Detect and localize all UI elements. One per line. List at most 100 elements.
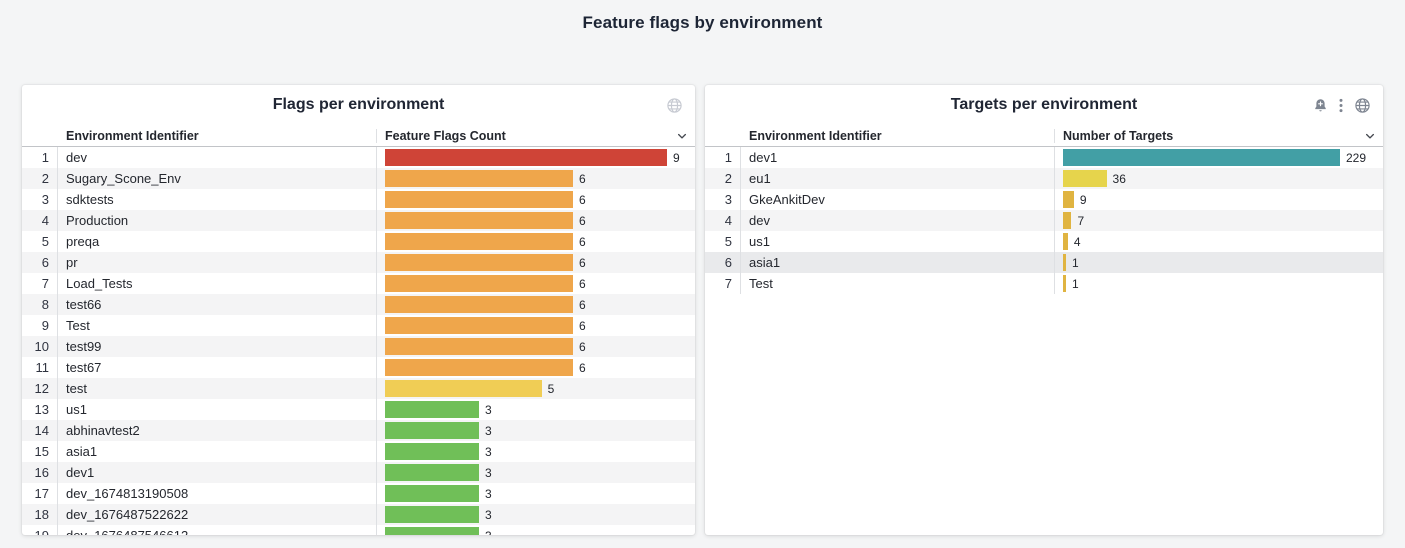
gauge-value: 6 [579, 339, 586, 354]
gauge-cell: 7 [1055, 210, 1383, 231]
environment-name: dev1 [58, 462, 377, 483]
environment-name: sdktests [58, 189, 377, 210]
row-index: 1 [705, 147, 741, 168]
bell-plus-icon[interactable] [1313, 98, 1328, 113]
gauge-cell: 1 [1055, 252, 1383, 273]
gauge-value: 9 [673, 150, 680, 165]
gauge-value: 6 [579, 276, 586, 291]
gauge-value: 7 [1077, 213, 1085, 228]
gauge-bar [1063, 170, 1107, 187]
gauge-value: 6 [579, 318, 586, 333]
table-row: 9 Test 6 [22, 315, 695, 336]
panel-header: Flags per environment [22, 85, 695, 125]
table-row: 4 Production 6 [22, 210, 695, 231]
table-row: 5 preqa 6 [22, 231, 695, 252]
environment-name: asia1 [58, 441, 377, 462]
gauge-bar [385, 359, 573, 376]
row-index: 19 [22, 525, 58, 535]
kebab-menu-icon[interactable] [1339, 98, 1343, 113]
gauge-bar [385, 380, 542, 397]
gauge-value: 229 [1346, 150, 1367, 165]
gauge-bar [1063, 275, 1066, 292]
panel-title[interactable]: Targets per environment [950, 96, 1138, 113]
column-header-label: Number of Targets [1063, 128, 1174, 143]
table-row: 8 test66 6 [22, 294, 695, 315]
gauge-bar [385, 401, 479, 418]
chevron-down-icon[interactable] [1364, 130, 1376, 142]
gauge-cell: 6 [377, 273, 695, 294]
gauge-value: 6 [579, 234, 586, 249]
row-index: 12 [22, 378, 58, 399]
environment-name: Load_Tests [58, 273, 377, 294]
environment-name: pr [58, 252, 377, 273]
gauge-value: 1 [1072, 276, 1079, 291]
environment-name: eu1 [741, 168, 1055, 189]
table-row: 19dev_1676487546612 3 [22, 525, 695, 535]
row-index: 16 [22, 462, 58, 483]
gauge-cell: 6 [377, 189, 695, 210]
table-row: 6 asia1 1 [705, 252, 1383, 273]
table-row: 6 pr 6 [22, 252, 695, 273]
gauge-bar [1063, 149, 1340, 166]
gauge-bar [385, 254, 573, 271]
environment-name: abhinavtest2 [58, 420, 377, 441]
panel-header: Targets per environment [705, 85, 1383, 125]
gauge-value: 6 [579, 255, 586, 270]
table-row: 7 Test 1 [705, 273, 1383, 294]
gauge-value: 6 [579, 213, 586, 228]
gauge-cell: 229 [1055, 147, 1383, 168]
row-index: 1 [22, 147, 58, 168]
column-header-feature-flags-count[interactable]: Feature Flags Count [377, 129, 695, 143]
gauge-bar [385, 170, 573, 187]
row-index: 6 [22, 252, 58, 273]
table-row: 3 GkeAnkitDev 9 [705, 189, 1383, 210]
table-row: 10 test99 6 [22, 336, 695, 357]
gauge-bar [385, 527, 479, 535]
gauge-value: 3 [484, 465, 492, 480]
gauge-bar [385, 191, 573, 208]
gauge-bar [385, 338, 573, 355]
column-header-environment-identifier[interactable]: Environment Identifier [741, 128, 1055, 143]
table-row: 18 dev_1676487522622 3 [22, 504, 695, 525]
table-row: 1 dev 9 [22, 147, 695, 168]
table-row: 16 dev1 3 [22, 462, 695, 483]
gauge-bar [1063, 212, 1072, 229]
table-row: 17 dev_1674813190508 3 [22, 483, 695, 504]
gauge-cell: 6 [377, 210, 695, 231]
row-index: 3 [705, 189, 741, 210]
row-index: 2 [22, 168, 58, 189]
table-row: 5 us1 4 [705, 231, 1383, 252]
environment-name: dev_1676487522622 [58, 504, 377, 525]
environment-name: us1 [741, 231, 1055, 252]
environment-name: test99 [58, 336, 377, 357]
table-row: 3 sdktests 6 [22, 189, 695, 210]
panel-title[interactable]: Flags per environment [272, 96, 445, 113]
gauge-value: 3 [485, 529, 492, 536]
environment-name: asia1 [741, 252, 1055, 273]
globe-icon[interactable] [1354, 97, 1371, 114]
gauge-cell: 3 [377, 441, 695, 462]
gauge-cell: 6 [377, 294, 695, 315]
environment-name: Production [58, 210, 377, 231]
globe-icon[interactable] [666, 97, 683, 114]
gauge-value: 3 [484, 486, 492, 501]
column-header-environment-identifier[interactable]: Environment Identifier [58, 128, 377, 143]
gauge-bar [385, 506, 479, 523]
table-row: 13 us1 3 [22, 399, 695, 420]
panel-header-actions [666, 85, 683, 125]
gauge-cell: 5 [377, 378, 695, 399]
table-row: 12 test 5 [22, 378, 695, 399]
gauge-cell: 3 [377, 462, 695, 483]
gauge-value: 3 [484, 423, 492, 438]
environment-name: test [58, 378, 377, 399]
row-index: 10 [22, 336, 58, 357]
environment-name: us1 [58, 399, 377, 420]
gauge-cell: 6 [377, 231, 695, 252]
gauge-bar [385, 464, 479, 481]
column-header-number-of-targets[interactable]: Number of Targets [1055, 129, 1383, 143]
environment-name: dev_1676487546612 [58, 525, 377, 535]
chevron-down-icon[interactable] [676, 130, 688, 142]
row-index: 5 [22, 231, 58, 252]
table-row: 15 asia1 3 [22, 441, 695, 462]
table-row: 14 abhinavtest2 3 [22, 420, 695, 441]
